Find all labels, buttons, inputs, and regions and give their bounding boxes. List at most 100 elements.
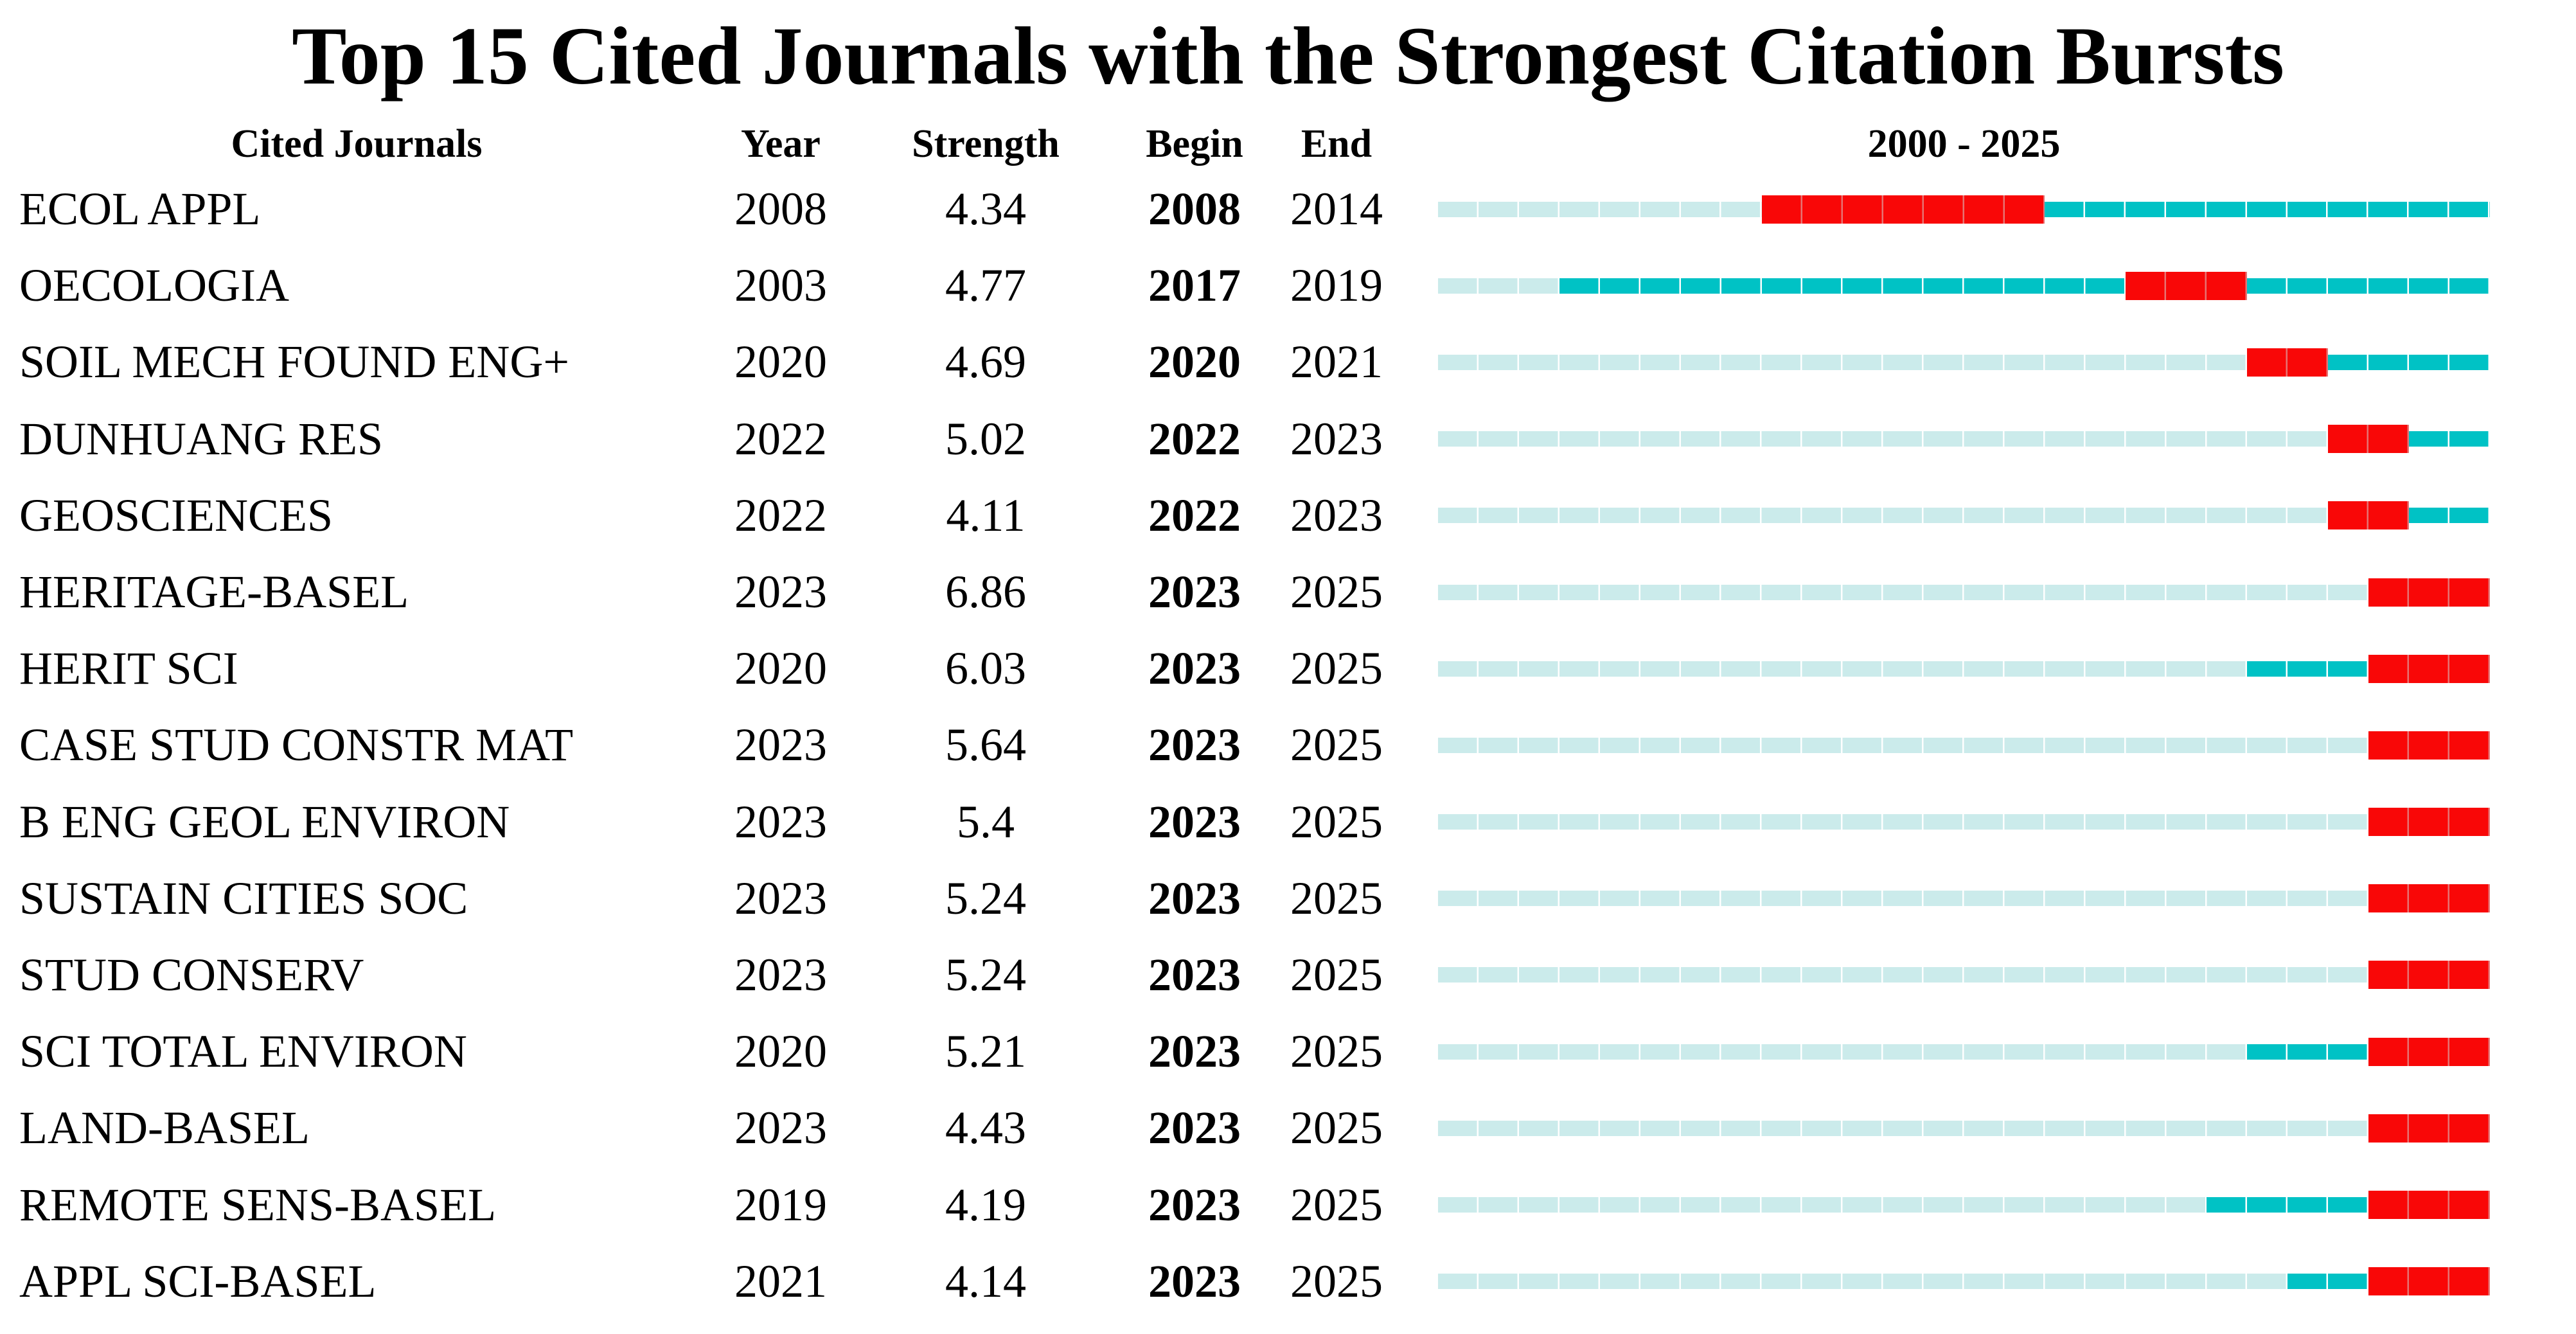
strength-cell: 4.11 — [946, 489, 1026, 541]
table-header-row: Cited Journals Year Strength Begin End 2… — [0, 114, 2576, 173]
year-cell: 2020 — [734, 643, 827, 695]
burst-timeline — [1438, 654, 2490, 683]
strength-cell: 6.86 — [945, 566, 1026, 618]
active-segment — [1559, 278, 2126, 294]
pre-burst-segment — [1438, 584, 2369, 600]
year-cell: 2008 — [734, 183, 827, 235]
table-row: HERITAGE-BASEL 2023 6.86 2023 2025 — [0, 554, 2576, 630]
pre-burst-segment — [1438, 1197, 2207, 1213]
timeline-cell — [1438, 1013, 2490, 1090]
year-cell: 2023 — [734, 872, 827, 924]
burst-segment — [1761, 195, 2045, 224]
burst-segment — [2368, 1267, 2490, 1296]
begin-cell: 2017 — [1148, 260, 1241, 312]
burst-timeline — [1438, 808, 2490, 837]
timeline-cell — [1438, 937, 2490, 1013]
end-cell: 2025 — [1290, 948, 1383, 1000]
timeline-cell — [1438, 860, 2490, 937]
year-cell: 2020 — [734, 1026, 827, 1078]
strength-cell: 4.43 — [945, 1102, 1026, 1154]
journal-name-cell: B ENG GEOL ENVIRON — [19, 796, 510, 848]
pre-burst-segment — [1438, 278, 1559, 294]
pre-burst-segment — [1438, 201, 1762, 217]
begin-cell: 2023 — [1148, 1178, 1241, 1231]
journal-name-cell: SUSTAIN CITIES SOC — [19, 872, 468, 924]
end-cell: 2014 — [1290, 183, 1383, 235]
burst-segment — [2368, 731, 2490, 760]
year-cell: 2003 — [734, 260, 827, 312]
end-cell: 2023 — [1290, 413, 1383, 465]
burst-timeline — [1438, 348, 2490, 377]
burst-segment — [2368, 808, 2490, 837]
end-cell: 2021 — [1290, 336, 1383, 388]
burst-segment — [2368, 1191, 2490, 1220]
table-row: SUSTAIN CITIES SOC 2023 5.24 2023 2025 — [0, 860, 2576, 937]
pre-burst-segment — [1438, 967, 2369, 983]
end-cell: 2019 — [1290, 260, 1383, 312]
table-row: GEOSCIENCES 2022 4.11 2022 2023 — [0, 477, 2576, 554]
timeline-cell — [1438, 1090, 2490, 1166]
col-header-year: Year — [741, 121, 821, 166]
end-cell: 2025 — [1290, 1102, 1383, 1154]
pre-burst-segment — [1438, 1120, 2369, 1136]
pre-burst-segment — [1438, 1274, 2288, 1290]
begin-cell: 2023 — [1148, 872, 1241, 924]
active-segment — [2045, 201, 2490, 217]
table-row: SCI TOTAL ENVIRON 2020 5.21 2023 2025 — [0, 1013, 2576, 1090]
table-row: HERIT SCI 2020 6.03 2023 2025 — [0, 630, 2576, 707]
pre-burst-segment — [1438, 661, 2248, 677]
year-cell: 2022 — [734, 413, 827, 465]
table-row: APPL SCI-BASEL 2021 4.14 2023 2025 — [0, 1243, 2576, 1320]
strength-cell: 6.03 — [945, 643, 1026, 695]
begin-cell: 2023 — [1148, 643, 1241, 695]
journal-name-cell: SOIL MECH FOUND ENG+ — [19, 336, 569, 388]
end-cell: 2023 — [1290, 489, 1383, 541]
burst-segment — [2368, 578, 2490, 607]
end-cell: 2025 — [1290, 1178, 1383, 1231]
timeline-cell — [1438, 630, 2490, 707]
burst-segment — [2126, 271, 2248, 300]
burst-segment — [2247, 348, 2329, 377]
strength-cell: 4.69 — [945, 336, 1026, 388]
table-row: REMOTE SENS-BASEL 2019 4.19 2023 2025 — [0, 1166, 2576, 1243]
burst-timeline — [1438, 501, 2490, 530]
timeline-cell — [1438, 247, 2490, 324]
strength-cell: 4.14 — [945, 1255, 1026, 1307]
table-row: DUNHUANG RES 2022 5.02 2022 2023 — [0, 401, 2576, 477]
begin-cell: 2023 — [1148, 796, 1241, 848]
pre-burst-segment — [1438, 431, 2329, 447]
journal-name-cell: CASE STUD CONSTR MAT — [19, 719, 574, 771]
burst-segment — [2328, 501, 2410, 530]
table-row: ECOL APPL 2008 4.34 2008 2014 — [0, 171, 2576, 247]
col-header-begin: Begin — [1146, 121, 1243, 166]
active-segment — [2247, 278, 2490, 294]
end-cell: 2025 — [1290, 1255, 1383, 1307]
active-segment — [2247, 661, 2369, 677]
timeline-cell — [1438, 784, 2490, 860]
table-row: CASE STUD CONSTR MAT 2023 5.64 2023 2025 — [0, 707, 2576, 783]
active-segment — [2409, 508, 2490, 524]
table-row: LAND-BASEL 2023 4.43 2023 2025 — [0, 1090, 2576, 1166]
table-row: STUD CONSERV 2023 5.24 2023 2025 — [0, 937, 2576, 1013]
begin-cell: 2023 — [1148, 719, 1241, 771]
chart-title: Top 15 Cited Journals with the Strongest… — [292, 10, 2284, 102]
pre-burst-segment — [1438, 814, 2369, 830]
journal-name-cell: REMOTE SENS-BASEL — [19, 1178, 497, 1231]
journal-name-cell: LAND-BASEL — [19, 1102, 310, 1154]
journal-name-cell: DUNHUANG RES — [19, 413, 384, 465]
begin-cell: 2023 — [1148, 566, 1241, 618]
col-header-end: End — [1301, 121, 1372, 166]
table-row: SOIL MECH FOUND ENG+ 2020 4.69 2020 2021 — [0, 324, 2576, 400]
burst-segment — [2368, 654, 2490, 683]
burst-segment — [2368, 1114, 2490, 1143]
end-cell: 2025 — [1290, 1026, 1383, 1078]
timeline-cell — [1438, 1243, 2490, 1320]
burst-segment — [2328, 425, 2410, 454]
journal-name-cell: STUD CONSERV — [19, 948, 364, 1000]
table-body: ECOL APPL 2008 4.34 2008 2014 OECOLOGIA … — [0, 171, 2576, 1320]
burst-timeline — [1438, 425, 2490, 454]
begin-cell: 2023 — [1148, 1255, 1241, 1307]
timeline-cell — [1438, 401, 2490, 477]
strength-cell: 5.64 — [945, 719, 1026, 771]
begin-cell: 2022 — [1148, 489, 1241, 541]
